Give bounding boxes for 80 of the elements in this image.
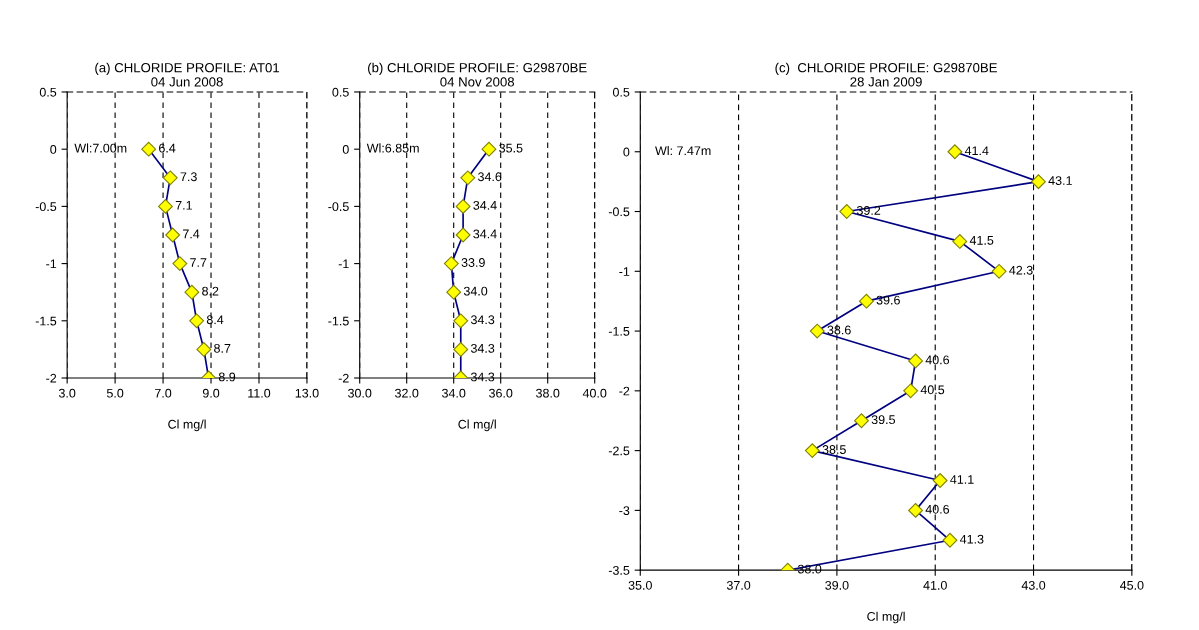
y-tick-label: -0.5 [328,202,349,212]
x-tick-label: 5.0 [106,388,124,398]
x-tick-label: 39.0 [825,580,849,590]
data-label: 8.7 [214,343,231,353]
x-axis-title: Cl mg/l [867,611,905,624]
x-tick-label: 41.0 [923,580,947,590]
data-label: 42.3 [1009,265,1033,275]
data-label: 39.5 [871,415,896,425]
data-label: 8.9 [218,372,236,382]
data-label: 34.3 [470,343,495,353]
y-tick-label: -3.5 [608,565,630,575]
x-axis-title: Cl mg/l [458,419,496,432]
data-label: 35.5 [499,143,523,153]
x-tick-label: 30.0 [348,388,372,398]
x-tick-label: 38.0 [536,388,560,398]
data-label: 38.6 [827,325,851,335]
data-label: 7.7 [190,258,207,267]
data-label: 41.5 [969,236,994,245]
annotation: Wl:7.00m [74,143,127,153]
data-label: 34.3 [470,315,495,325]
chart-title: (c) CHLORIDE PROFILE: G29870BE 28 Jan 2009 [775,62,997,87]
x-tick-label: 34.0 [442,388,466,398]
data-label: 40.6 [925,355,950,365]
data-label: 40.6 [925,504,950,514]
y-tick-label: -0.5 [35,202,57,212]
x-tick-label: 40.0 [582,388,607,398]
data-label: 34.4 [473,229,497,239]
data-label: 7.3 [180,172,197,182]
y-tick-label: 0.5 [332,87,349,97]
data-label: 39.6 [876,295,900,305]
data-label: 41.4 [964,146,989,155]
x-tick-label: 11.0 [248,388,271,398]
data-label: 38.5 [822,445,846,454]
x-tick-label: 13.0 [295,388,319,398]
data-label: 6.4 [159,143,176,153]
y-tick-label: 0 [623,147,630,157]
data-label: 43.1 [1048,176,1072,185]
data-label: 34.0 [463,286,488,296]
data-label: 34.6 [478,172,502,182]
y-tick-label: -3 [619,506,630,516]
y-tick-label: 0.5 [612,87,630,97]
y-tick-label: -0.5 [608,207,630,217]
data-label: 40.5 [920,385,945,395]
data-label: 34.3 [470,372,495,382]
x-tick-label: 9.0 [202,388,220,398]
y-tick-label: -1 [619,267,630,276]
x-tick-label: 43.0 [1021,580,1046,590]
y-tick-label: -1.5 [608,326,630,336]
x-tick-label: 36.0 [489,388,513,398]
annotation: Wl: 7.47m [655,145,711,155]
x-tick-label: 35.0 [628,580,652,590]
annotation: Wl:6.85m [366,143,419,153]
chart-title: (b) CHLORIDE PROFILE: G29870BE 04 Nov 2008 [368,62,587,87]
data-label: 8.4 [206,315,224,325]
x-tick-label: 3.0 [58,388,76,398]
chart-title: (a) CHLORIDE PROFILE: AT01 04 Jun 2008 [95,62,280,87]
x-tick-label: 45.0 [1119,580,1144,590]
y-tick-label: -1.5 [35,316,57,326]
y-tick-label: -2 [46,373,57,383]
data-label: 7.1 [175,201,192,210]
y-tick-label: -2.5 [608,446,630,456]
data-label: 41.3 [959,534,984,544]
y-tick-label: 0 [50,144,57,154]
data-label: 7.4 [183,229,200,239]
y-tick-label: 0.5 [39,87,57,97]
data-label: 38.0 [797,564,822,574]
y-tick-label: -1 [338,259,349,269]
data-label: 8.2 [202,286,219,296]
data-label: 41.1 [950,475,974,484]
data-label: 33.9 [461,258,485,267]
y-tick-label: 0 [342,144,349,154]
x-tick-label: 7.0 [155,388,172,398]
y-tick-label: -2 [619,386,630,396]
y-tick-label: -1 [46,259,57,269]
y-tick-label: -2 [338,373,349,383]
y-tick-label: -1.5 [328,316,349,326]
x-tick-label: 37.0 [726,580,751,590]
x-axis-title: Cl mg/l [168,419,206,432]
x-tick-label: 32.0 [395,388,419,398]
data-label: 34.4 [473,200,497,210]
